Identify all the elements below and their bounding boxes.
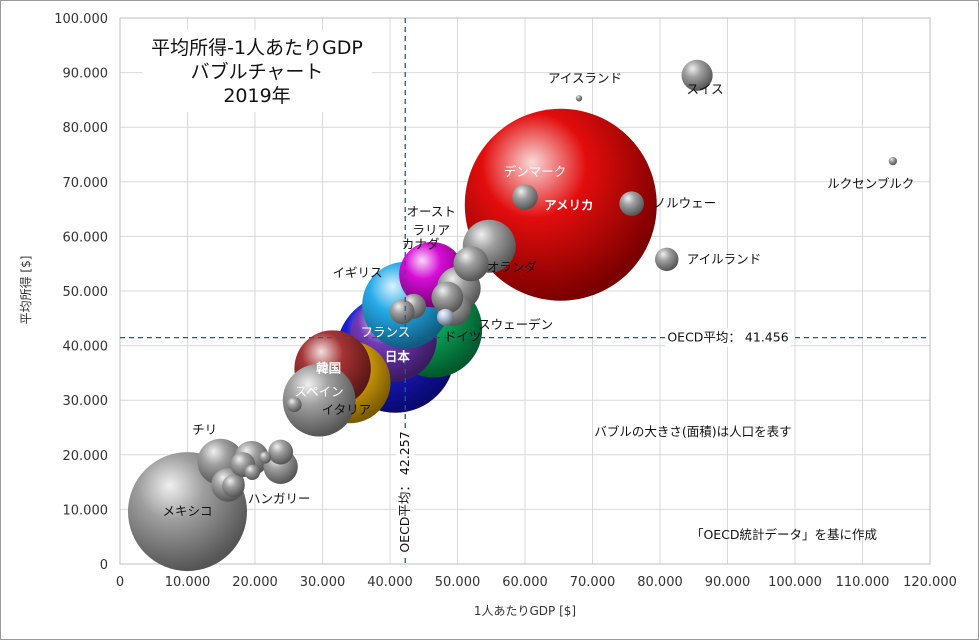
x-tick-label: 90.000: [705, 575, 751, 590]
bubble: [259, 451, 272, 464]
label-チリ: チリ: [192, 422, 217, 437]
label-イタリア: イタリア: [322, 402, 372, 417]
x-tick-label: 40.000: [367, 575, 413, 590]
label-ノルウェー: ノルウェー: [654, 196, 717, 211]
label-スウェーデン: スウェーデン: [478, 317, 553, 332]
bubble-デンマーク: [512, 184, 538, 210]
x-tick-label: 60.000: [502, 575, 548, 590]
y-tick-label: 10.000: [63, 503, 109, 518]
oecd-average-gdp-label-bg: [396, 430, 415, 556]
bubble-size-note: バブルの大きさ(面積)は人口を表す: [594, 424, 791, 439]
bubble: [431, 281, 464, 314]
x-tick-label: 30.000: [300, 575, 346, 590]
x-tick-label: 20.000: [232, 575, 278, 590]
bubble-ノルウェー: [619, 191, 644, 216]
label-ドイツ: ドイツ: [444, 329, 482, 344]
bubble-スペイン: [282, 363, 356, 437]
plot-area-border: [119, 17, 931, 565]
y-tick-label: 50.000: [63, 285, 109, 300]
bubble: [389, 299, 415, 325]
source-note: 「OECD統計データ」を基に作成: [691, 527, 877, 542]
x-tick-label: 100.000: [768, 575, 822, 590]
label-ルクセンブルク: ルクセンブルク: [827, 176, 914, 191]
bubble: [244, 464, 260, 480]
chart-title-line-2: バブルチャート: [191, 60, 324, 83]
label-アメリカ: アメリカ: [544, 198, 593, 213]
y-tick-label: 0: [100, 558, 108, 573]
label-スペイン: スペイン: [295, 384, 344, 399]
y-tick-label: 30.000: [63, 394, 109, 409]
chart-title-line-1: 平均所得-1人あたりGDP: [151, 37, 363, 59]
bubble-アイルランド: [655, 247, 679, 272]
bubble: [222, 474, 245, 498]
y-tick-label: 20.000: [63, 449, 109, 464]
bubble: [436, 308, 454, 326]
label-韓国: 韓国: [316, 361, 341, 376]
y-tick-label: 40.000: [63, 340, 109, 355]
label-メキシコ: メキシコ: [162, 504, 212, 519]
label-ハンガリー: ハンガリー: [248, 491, 311, 506]
oecd-average-income-label-bg: [665, 328, 791, 347]
bubble: [453, 246, 489, 282]
tick-labels: 0 10.000 20.000 30.000 40.000 50.000 60.000 70.…: [54, 12, 957, 590]
x-tick-label: 110.000: [836, 575, 890, 590]
y-tick-label: 90.000: [63, 67, 109, 82]
y-tick-label: 70.000: [63, 176, 109, 191]
bubble-スイス: [681, 59, 713, 91]
x-tick-label: 10.000: [165, 575, 211, 590]
bubble: [268, 439, 294, 465]
label-オーストラリア: オーストラリア: [407, 204, 456, 237]
label-カナダ: カナダ: [402, 237, 440, 252]
oecd-average-gdp-label: OECD平均： 42.257: [397, 431, 412, 552]
label-日本: 日本: [385, 349, 411, 364]
y-tick-label: 100.000: [54, 12, 108, 27]
label-イギリス: イギリス: [333, 265, 383, 280]
x-tick-label: 120.000: [903, 575, 957, 590]
label-オランダ: オランダ: [487, 259, 537, 274]
bubble-アイスランド: [575, 95, 583, 102]
title-background: [142, 30, 372, 112]
reference-lines: OECD平均： 41.456 OECD平均： 42.257: [120, 18, 930, 564]
bubble: [286, 397, 302, 413]
x-tick-label: 50.000: [435, 575, 481, 590]
label-フランス: フランス: [360, 325, 410, 340]
oecd-average-income-label: OECD平均： 41.456: [667, 330, 788, 345]
y-tick-label: 80.000: [63, 121, 109, 136]
label-アイスランド: アイスランド: [548, 70, 622, 85]
label-スイス: スイス: [687, 81, 724, 96]
label-アイルランド: アイルランド: [687, 251, 761, 266]
x-tick-label: 80.000: [637, 575, 683, 590]
bubble-layer: [128, 59, 898, 572]
x-axis-label: 1人あたりGDP [$]: [474, 604, 576, 618]
y-axis-label: 平均所得 [$]: [18, 256, 33, 325]
bubble-ルクセンブルク: [888, 156, 898, 166]
x-tick-label: 0: [116, 575, 124, 590]
y-tick-label: 60.000: [63, 230, 109, 245]
x-tick-label: 70.000: [570, 575, 616, 590]
label-デンマーク: デンマーク: [504, 164, 567, 179]
chart-title-line-3: 2019年: [223, 85, 290, 107]
